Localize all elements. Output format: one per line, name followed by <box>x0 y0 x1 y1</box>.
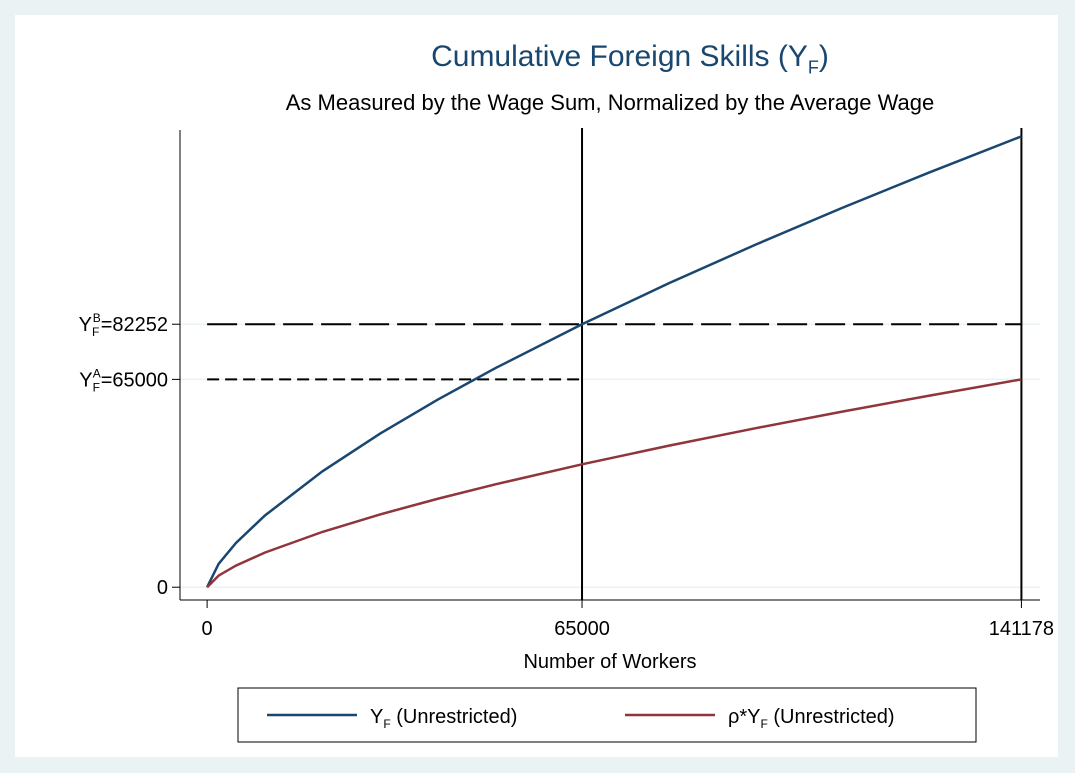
text-part: Y <box>79 369 92 391</box>
text-part: =82252 <box>101 314 168 336</box>
text-part: =65000 <box>101 369 168 391</box>
line-series <box>206 378 1022 589</box>
legend-label: ρ*YF (Unrestricted) <box>728 706 895 731</box>
text-part: (Unrestricted) <box>768 706 895 728</box>
sup: B <box>93 311 101 325</box>
x-tick-label: 141178 <box>989 618 1054 640</box>
plot-region <box>15 15 1058 757</box>
x-axis-label: Number of Workers <box>523 651 696 673</box>
x-tick-label: 0 <box>202 618 213 640</box>
sup: A <box>93 366 101 380</box>
sub: F <box>808 58 819 78</box>
sub: F <box>92 325 99 339</box>
sub: F <box>383 717 390 731</box>
legend-box <box>237 687 977 743</box>
text-part: Cumulative Foreign Skills (Y <box>431 40 808 73</box>
chart-subtitle: As Measured by the Wage Sum, Normalized … <box>286 90 935 115</box>
y-tick-label: 0 <box>157 577 168 599</box>
sub: F <box>761 717 768 731</box>
text-part: ) <box>819 40 829 73</box>
line-series <box>205 135 1022 588</box>
text-part: Y <box>370 706 383 728</box>
x-tick-label: 65000 <box>554 618 610 640</box>
text-part: ρ*Y <box>728 706 761 728</box>
text-part: Y <box>79 314 92 336</box>
sub: F <box>93 380 100 394</box>
legend-label: YF (Unrestricted) <box>370 706 517 731</box>
y-tick-label: YFA=65000 <box>79 366 168 394</box>
chart-title: Cumulative Foreign Skills (YF) <box>431 40 829 78</box>
y-tick-label: YFB=82252 <box>79 311 168 339</box>
text-part: (Unrestricted) <box>391 706 518 728</box>
